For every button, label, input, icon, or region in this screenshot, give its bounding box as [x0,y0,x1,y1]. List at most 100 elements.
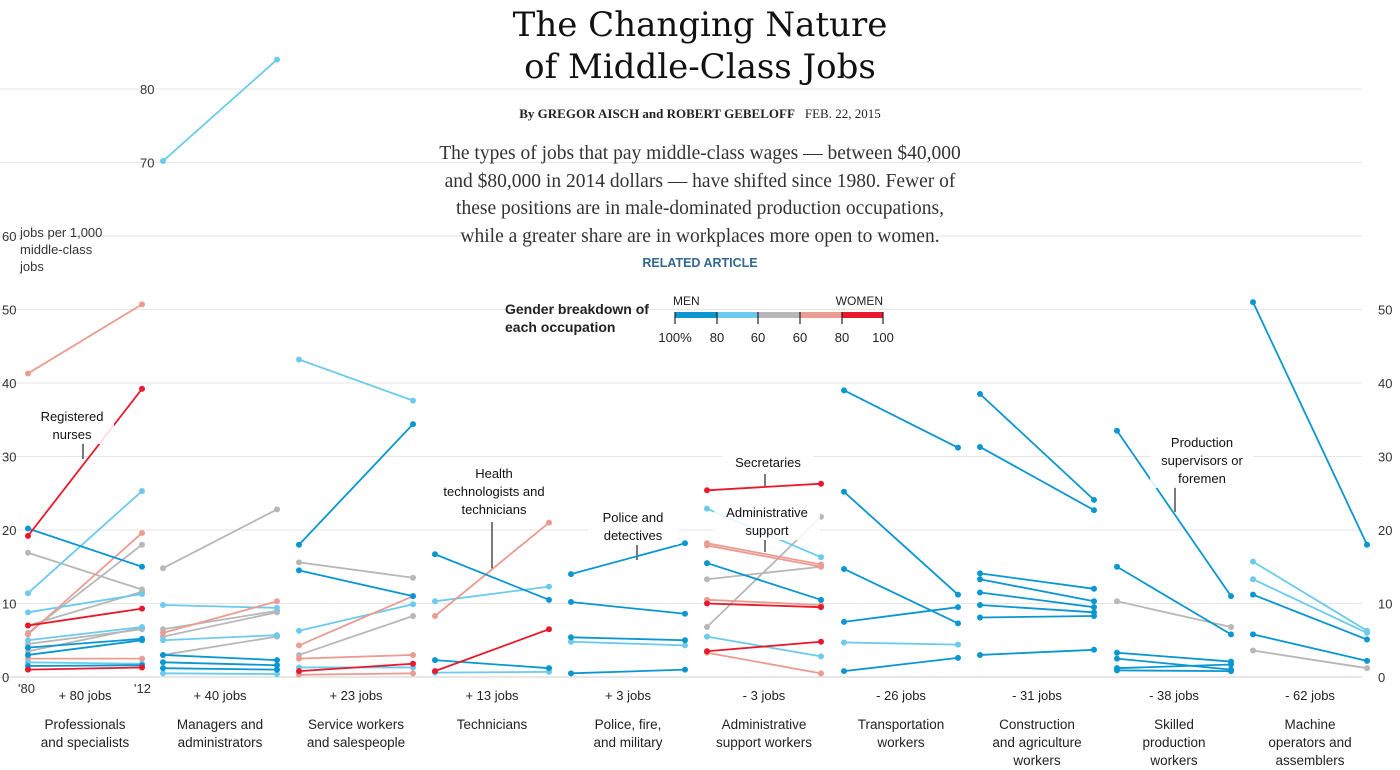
y-axis-unit-label: jobs per 1,000 middle-class jobs [20,225,103,274]
column-name: Administrative support workers [696,716,832,752]
series-line [162,635,278,656]
series-end-point [818,596,824,603]
series-start-point [160,659,166,666]
series-start-point [432,612,438,619]
group-8 [977,391,1097,658]
series-start-point [1114,598,1120,605]
series-start-point [25,631,31,638]
related-article-link[interactable]: RELATED ARTICLE [642,256,758,270]
series-line [434,670,550,674]
series-end-point [274,609,280,616]
y-tick-label: 40 [2,376,16,391]
series-line [979,648,1095,656]
series-line [706,542,822,566]
column-name-line: Professionals [44,717,126,732]
column-name: Service workers and salespeople [288,716,424,752]
column-name-line: support workers [715,735,813,750]
series-start-point [25,532,31,539]
series-start-point [704,633,710,640]
series-end-point [274,56,280,63]
series-end-point [274,598,280,605]
annotation-line: Administrative [726,505,808,520]
series-end-point [682,666,688,673]
series-line [979,572,1095,590]
series-end-point [1091,496,1097,503]
column-delta: - 31 jobs [1012,688,1062,703]
series-line [979,446,1095,512]
series-end-point [955,654,961,661]
legend-tick-label: 100% [658,330,692,345]
series-line [1116,663,1232,670]
series-line [843,389,959,449]
series-line [27,664,143,667]
series-end-point [139,541,145,548]
series-end-point [139,637,145,644]
series-line [843,641,959,646]
series-end-point [1228,661,1234,668]
series-end-point [274,666,280,673]
series-end-point [410,601,416,608]
series-start-point [25,609,31,616]
series-end-point [682,642,688,649]
series-end-point [1364,629,1370,636]
series-line [1252,649,1368,670]
series-end-point [274,604,280,611]
series-start-point [1114,667,1120,674]
intro-text: The types of jobs that pay middle-class … [439,143,961,247]
series-end-point [682,637,688,644]
series-line [843,606,959,623]
group-10 [1250,299,1370,672]
series-line [27,303,143,375]
series-start-point [296,541,302,548]
annotation-line: supervisors or [1161,453,1243,468]
series-line [162,58,278,162]
column-name-line: assemblers [1275,753,1345,768]
series-start-point [977,576,983,583]
series-line [298,358,414,402]
series-start-point [432,668,438,675]
series-line [706,544,822,568]
series-line [298,561,414,579]
series-line [706,602,822,609]
series-line [979,393,1095,501]
series-end-point [818,604,824,611]
legend-swatch [717,312,758,318]
series-line [27,607,143,627]
series-line [706,640,822,653]
series-end-point [1091,507,1097,514]
series-start-point [25,622,31,629]
series-line [570,640,686,647]
column-name-line: workers [877,735,925,750]
series-start-point [704,542,710,549]
series-start-point [296,668,302,675]
series-end-point [1091,604,1097,611]
series-line [27,593,143,614]
series-start-point [160,158,166,165]
annotation-line: Police and [602,510,664,525]
series-end-point [410,593,416,600]
series-start-point [1250,631,1256,638]
series-start-point [568,670,574,677]
series-start-point [977,443,983,450]
series-end-point [1091,585,1097,592]
series-line [162,634,278,642]
column-name: Transportation workers [833,716,969,752]
series-end-point [818,653,824,660]
series-line [434,628,550,673]
column-footer: - 31 jobs Construction and agriculture work… [969,688,1105,770]
column-name: Police, fire, and military [560,716,696,752]
series-end-point [1091,646,1097,653]
group-1 [25,301,145,673]
legend: 100% 80 60 60 80 100 MEN WOMEN [658,294,893,345]
series-end-point [1364,665,1370,672]
group-3 [296,356,416,678]
y-tick-label: 60 [2,229,16,244]
series-line [298,672,414,676]
legend-tick-label: 80 [710,330,724,345]
series-line [1252,593,1368,641]
column-name-line: and agriculture [992,735,1082,750]
column-name-line: and specialists [40,735,130,750]
series-start-point [432,551,438,558]
column-name-line: Technicians [456,717,528,732]
column-name: Managers and administrators [152,716,288,752]
